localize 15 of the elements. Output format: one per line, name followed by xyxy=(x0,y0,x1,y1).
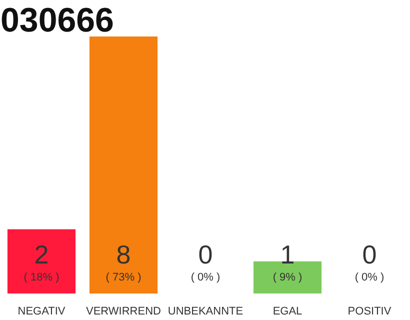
annotation: ( 73% ) xyxy=(106,272,142,284)
x-tick-label: VERWIRREND xyxy=(86,306,162,318)
x-tick-label: POSITIV xyxy=(348,306,392,318)
x-tick-label: NEGATIV xyxy=(18,306,66,318)
annotation: ( 0% ) xyxy=(190,272,220,284)
data-label: 0 xyxy=(362,240,377,270)
x-tick-label: EGAL xyxy=(272,306,302,318)
chart-title: 030666 xyxy=(0,2,114,40)
annotation: ( 0% ) xyxy=(354,272,384,284)
data-label: 8 xyxy=(116,240,131,270)
data-label: 0 xyxy=(198,240,213,270)
annotation: ( 18% ) xyxy=(24,272,60,284)
x-tick-label: UNBEKANNTE xyxy=(168,306,244,318)
data-label: 2 xyxy=(34,240,49,270)
annotation: ( 9% ) xyxy=(272,272,302,284)
